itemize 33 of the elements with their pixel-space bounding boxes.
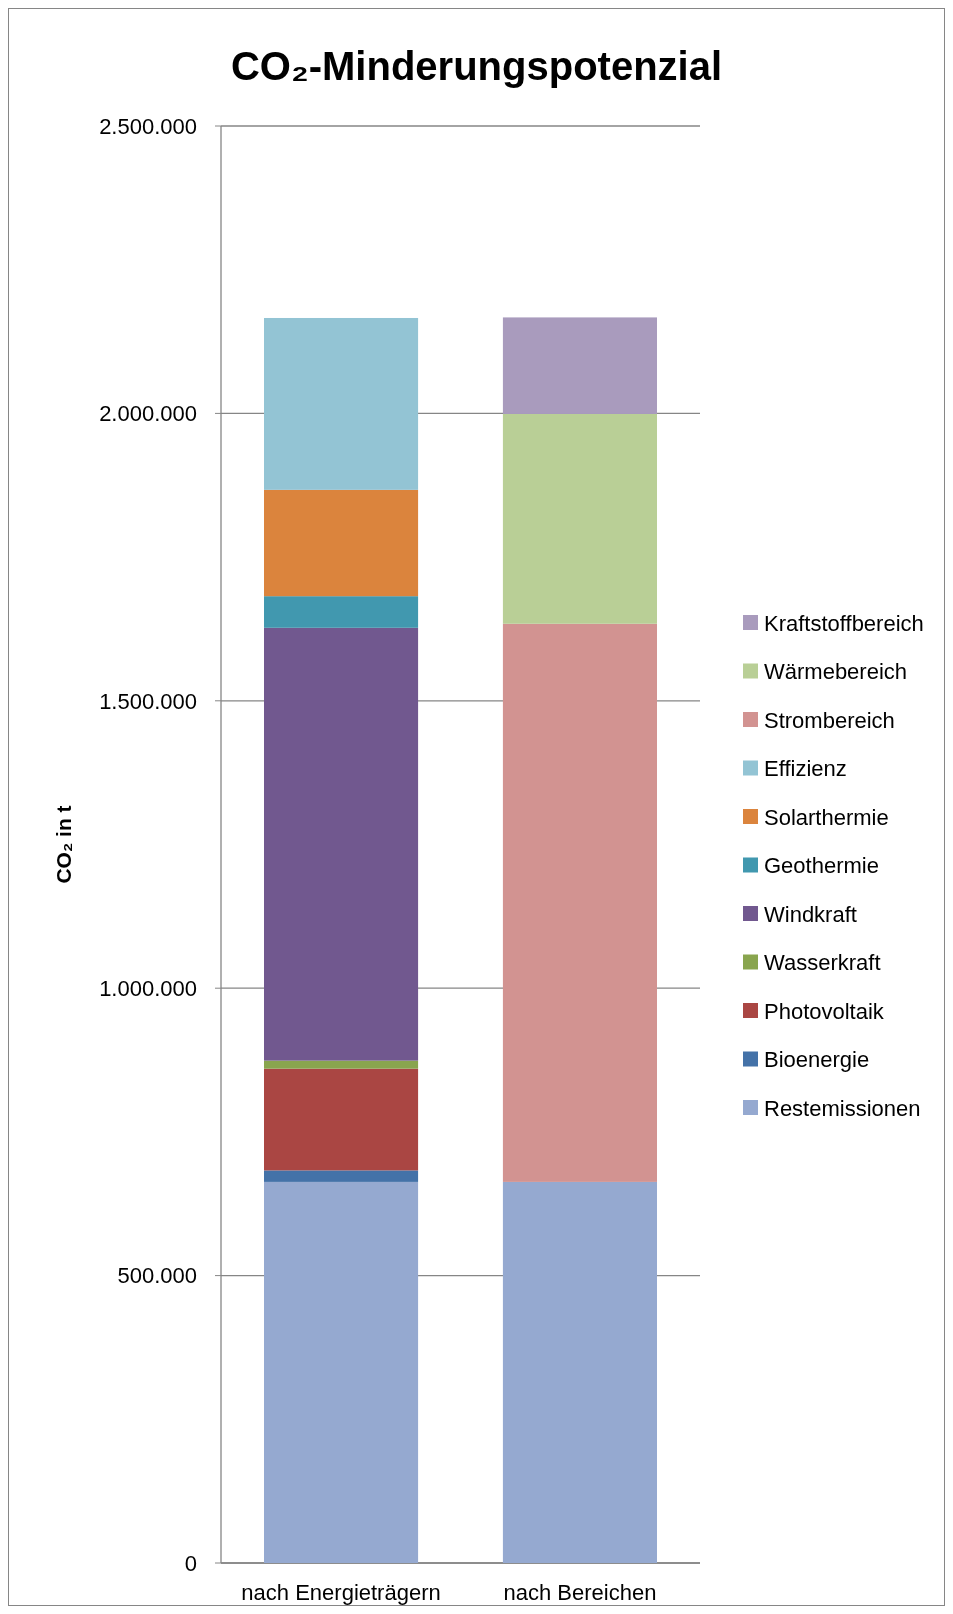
bar: [264, 596, 419, 628]
bar: [502, 317, 657, 414]
legend-label: Solarthermie: [764, 804, 889, 830]
y-tick-label: 500.000: [117, 1263, 197, 1289]
x-tick-label: nach Bereichen: [503, 1580, 657, 1605]
y-tick-label: 1.500.000: [99, 688, 197, 714]
legend-label: Photovoltaik: [764, 998, 885, 1024]
chart-title: CO₂-Minderungspotenzial: [230, 44, 723, 88]
y-axis-title: CO₂ in t: [52, 805, 75, 884]
legend-label: Bioenergie: [764, 1047, 870, 1073]
legend-label: Windkraft: [764, 901, 857, 927]
x-tick-label: nach Energieträgern: [241, 1580, 441, 1605]
legend-label: Wasserkraft: [764, 950, 881, 976]
bar: [502, 1181, 657, 1563]
bar: [264, 1170, 419, 1182]
bar: [264, 1181, 419, 1563]
bar: [264, 627, 419, 1061]
bar: [502, 623, 657, 1182]
legend-label: Effizienz: [764, 756, 847, 782]
legend-label: Kraftstoffbereich: [764, 610, 924, 636]
bar: [502, 413, 657, 624]
legend-label: Strombereich: [764, 707, 895, 733]
y-tick-label: 2.000.000: [99, 401, 197, 427]
bar: [264, 1068, 419, 1171]
bar: [264, 489, 419, 597]
legend-label: Wärmebereich: [764, 659, 908, 685]
y-tick-label: 1.000.000: [99, 975, 197, 1001]
legend-label: Restemissionen: [764, 1095, 921, 1121]
bar: [264, 1060, 419, 1069]
y-tick-label: 0: [184, 1550, 197, 1576]
legend-label: Geothermie: [764, 853, 879, 879]
bar: [264, 317, 419, 490]
y-tick-label: 2.500.000: [99, 113, 197, 139]
